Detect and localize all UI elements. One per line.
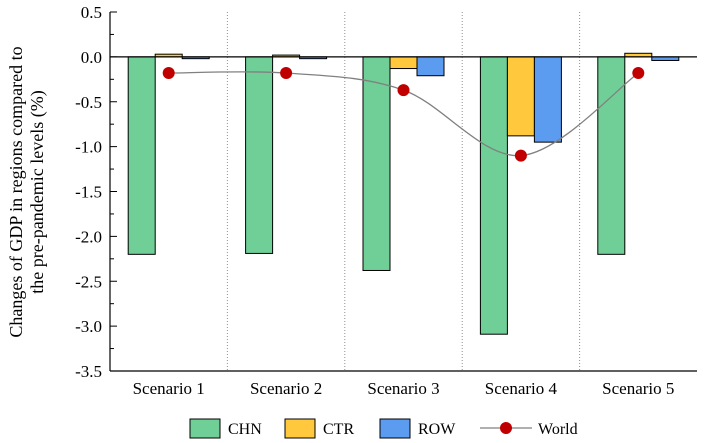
world-point	[397, 84, 410, 97]
y-axis-title: Changes of GDP in regions compared to th…	[6, 46, 48, 337]
x-tick-label: Scenario 1	[133, 379, 205, 398]
bar-chn	[479, 56, 508, 335]
y-tick-label: -3.0	[75, 317, 102, 336]
legend-swatch-ctr	[284, 418, 316, 439]
x-tick-label: Scenario 3	[367, 379, 439, 398]
world-point	[514, 149, 527, 162]
legend-swatch-chn	[189, 418, 221, 439]
world-point	[162, 67, 175, 80]
bar-chn	[127, 56, 156, 255]
bar-row	[533, 56, 562, 143]
bar-ctr	[506, 56, 535, 137]
y-axis-ticks: 0.5 0.0 -0.5 -1.0 -1.5 -2.0 -2.5 -3.0 -3.5	[75, 3, 117, 381]
y-tick-label: -0.5	[75, 93, 102, 112]
world-point	[632, 67, 645, 80]
world-line	[168, 71, 639, 157]
world-series	[162, 67, 645, 162]
bar-ctr	[389, 56, 418, 70]
bar-row	[416, 56, 445, 77]
bar-chn	[597, 56, 626, 255]
legend-world-marker	[500, 422, 512, 434]
legend-swatch-row	[379, 418, 411, 439]
y-tick-label: 0.0	[81, 48, 102, 67]
world-point	[280, 67, 293, 80]
x-tick-label: Scenario 4	[485, 379, 558, 398]
y-tick-label: -1.5	[75, 183, 102, 202]
x-tick-label: Scenario 5	[602, 379, 674, 398]
bar-chn	[245, 56, 274, 254]
y-tick-label: -2.5	[75, 272, 102, 291]
legend: CHN CTR ROW World	[189, 418, 578, 439]
legend-label-world: World	[538, 421, 578, 438]
x-axis-labels: Scenario 1 Scenario 2 Scenario 3 Scenario 4…	[133, 379, 675, 398]
legend-label-ctr: CTR	[323, 421, 354, 438]
bar-chn	[362, 56, 391, 271]
y-axis-title-line-1: Changes of GDP in regions compared to	[6, 46, 26, 337]
legend-label-chn: CHN	[228, 421, 262, 438]
y-axis-title-line-2: the pre-pandemic levels (%)	[27, 90, 48, 293]
y-tick-label: -1.0	[75, 138, 102, 157]
x-tick-label: Scenario 2	[250, 379, 322, 398]
y-tick-label: 0.5	[81, 3, 102, 22]
y-tick-label: -2.0	[75, 227, 102, 246]
bars-group	[127, 52, 680, 335]
y-tick-label: -3.5	[75, 362, 102, 381]
legend-label-row: ROW	[418, 421, 456, 438]
